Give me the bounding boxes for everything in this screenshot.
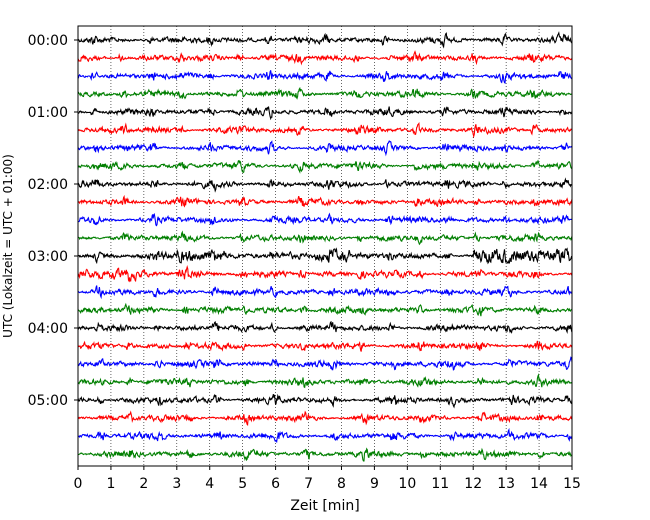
trace-0315 (77, 265, 573, 283)
x-tick-label: 8 (337, 476, 346, 492)
y-tick-label: 00:00 (28, 33, 68, 49)
x-tick-label: 10 (398, 476, 416, 492)
x-tick-label: 7 (304, 476, 313, 492)
trace-0545 (77, 447, 572, 462)
x-tick-label: 3 (172, 476, 181, 492)
trace-0400 (77, 320, 573, 334)
x-tick-label: 11 (431, 476, 449, 492)
y-tick-label: 02:00 (28, 177, 68, 193)
y-axis-title: UTC (Lokalzeit = UTC + 01:00) (1, 154, 15, 338)
trace-0530 (77, 427, 573, 444)
trace-0245 (78, 230, 573, 246)
trace-0030 (77, 70, 573, 84)
x-tick-label: 1 (106, 476, 115, 492)
x-tick-label: 4 (205, 476, 214, 492)
trace-0430 (77, 356, 573, 371)
x-axis-title: Zeit [min] (290, 498, 359, 514)
grid-lines (110, 26, 540, 466)
trace-0345 (77, 302, 573, 317)
y-tick-label: 01:00 (28, 105, 68, 121)
trace-0100 (77, 106, 573, 121)
x-tick-label: 0 (74, 476, 83, 492)
trace-0445 (77, 373, 573, 389)
x-tick-label: 13 (497, 476, 515, 492)
trace-0045 (77, 86, 573, 100)
x-tick-label: 6 (271, 476, 280, 492)
x-axis: 0 1 2 3 4 5 6 7 8 9 10 11 12 13 14 15 (74, 466, 581, 492)
trace-0200 (77, 177, 573, 193)
y-tick-label: 04:00 (28, 321, 68, 337)
trace-0230 (77, 212, 573, 227)
x-tick-label: 5 (238, 476, 247, 492)
x-tick-label: 9 (370, 476, 379, 492)
trace-0500 (77, 393, 573, 409)
x-tick-label: 15 (563, 476, 581, 492)
trace-0300 (77, 247, 573, 265)
x-tick-label: 14 (530, 476, 548, 492)
trace-0015 (77, 50, 573, 66)
trace-0000 (77, 31, 573, 49)
trace-0415 (77, 340, 573, 352)
x-tick-label: 12 (464, 476, 482, 492)
trace-0115 (77, 121, 573, 139)
trace-0330 (77, 285, 573, 300)
trace-0515 (77, 410, 573, 427)
y-tick-label: 05:00 (28, 393, 68, 409)
plot-frame (77, 25, 573, 467)
trace-0130 (77, 140, 573, 157)
trace-0215 (77, 194, 573, 208)
y-tick-label: 03:00 (28, 249, 68, 265)
x-tick-label: 2 (139, 476, 148, 492)
y-axis: 00:00 01:00 02:00 03:00 04:00 05:00 (28, 33, 78, 409)
trace-0145 (77, 159, 573, 174)
trace-group (77, 31, 573, 462)
